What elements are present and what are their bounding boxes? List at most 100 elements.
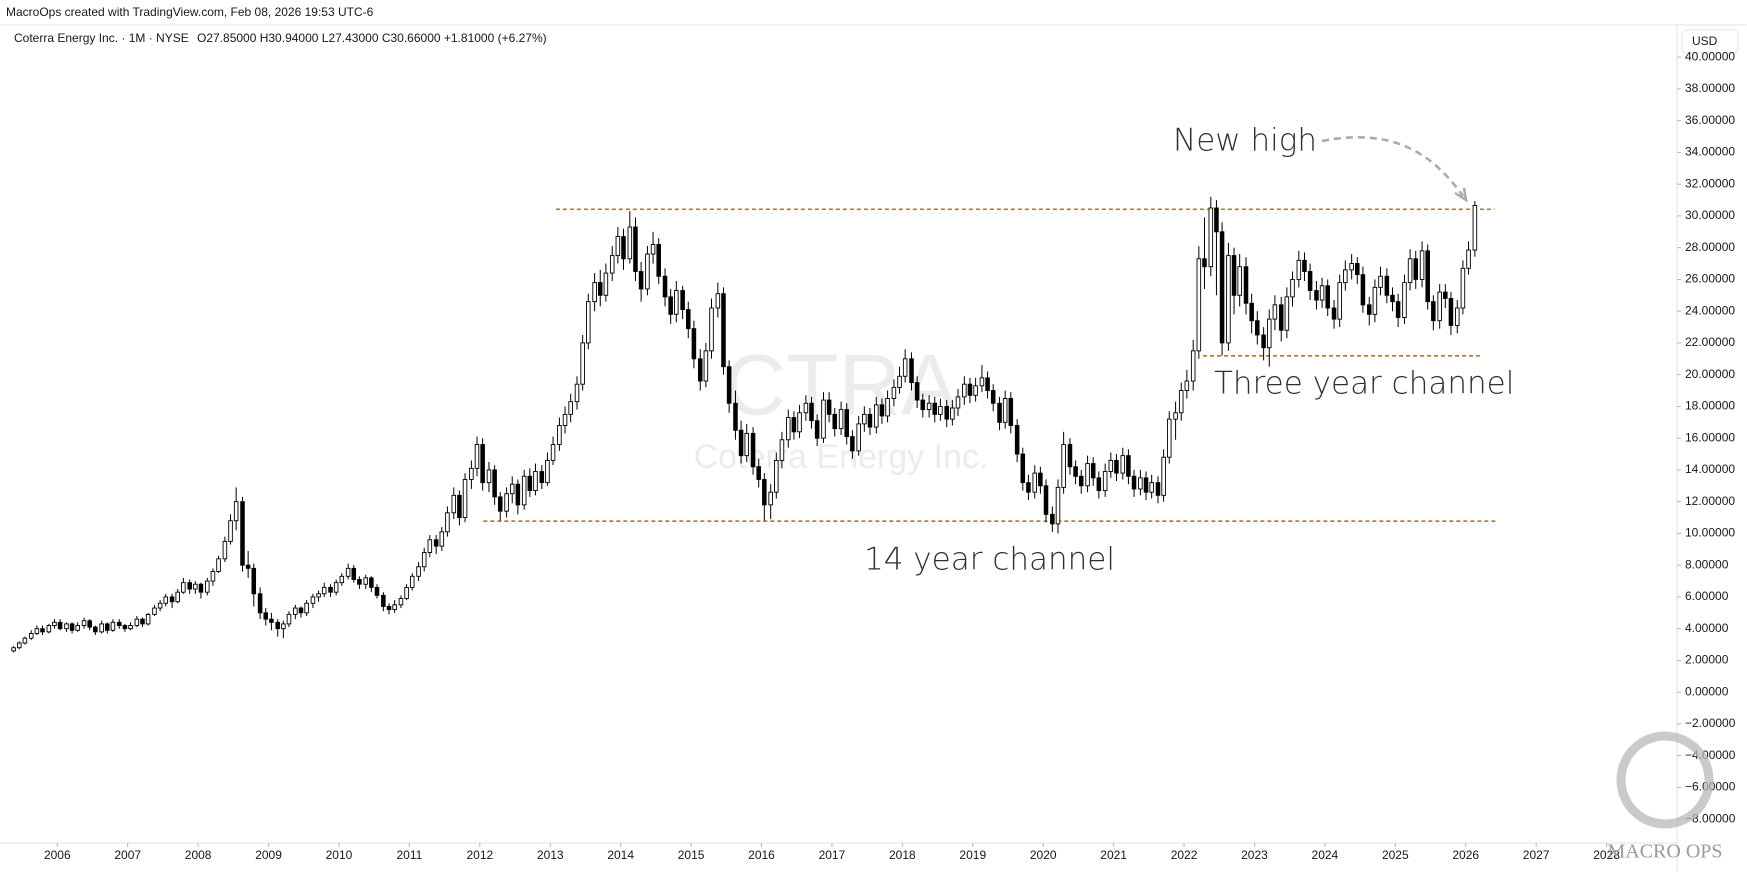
candle-body	[1178, 390, 1184, 414]
x-tick-label: 2008	[185, 848, 212, 862]
candle-body	[1073, 466, 1078, 477]
candle-body	[1390, 294, 1395, 303]
x-tick-label: 2017	[819, 848, 846, 862]
candle-body	[128, 625, 133, 630]
candle-body	[386, 606, 392, 611]
candle-body	[233, 501, 239, 522]
y-tick-label: 10.00000	[1685, 526, 1735, 540]
candle-body	[1149, 482, 1154, 493]
candle-body	[134, 618, 140, 626]
candle-body	[1319, 285, 1325, 301]
candle-body	[11, 647, 16, 652]
candle-body	[867, 413, 873, 428]
candle-body	[1355, 263, 1360, 276]
x-tick-label: 2019	[959, 848, 986, 862]
candle-body	[779, 439, 785, 461]
candle-body	[263, 612, 269, 620]
candle-body	[527, 475, 533, 492]
x-tick-label: 2028	[1593, 848, 1620, 862]
candle-body	[1372, 286, 1378, 315]
annotation: Three year channel	[1214, 366, 1514, 402]
candle-body	[369, 577, 374, 588]
x-tick-label: 2018	[889, 848, 916, 862]
candle-body	[656, 244, 661, 277]
candle-body	[1255, 320, 1260, 336]
candle-body	[416, 566, 421, 577]
annotation: 14 year channel	[864, 542, 1115, 578]
candle-body	[1384, 275, 1390, 296]
candle-body	[1284, 296, 1290, 331]
y-tick-label: 14.00000	[1685, 462, 1735, 476]
candle-body	[932, 402, 938, 415]
candle-body	[1290, 278, 1295, 298]
candle-body	[16, 642, 22, 649]
candle-body	[709, 307, 714, 352]
y-tick-label: 22.00000	[1685, 335, 1735, 349]
y-tick-label: 30.00000	[1685, 208, 1735, 222]
candle-body	[562, 413, 568, 426]
candle-body	[809, 402, 814, 422]
candle-body	[821, 399, 826, 439]
candle-body	[40, 628, 45, 633]
candle-body	[333, 582, 339, 593]
candle-body	[1360, 274, 1366, 306]
y-tick-label: 8.00000	[1685, 557, 1729, 571]
candle-body	[545, 459, 550, 484]
candle-body	[1014, 425, 1020, 455]
candle-body	[269, 618, 274, 623]
candle-body	[281, 623, 286, 630]
candle-body	[967, 383, 973, 396]
candle-body	[862, 413, 867, 425]
currency-label[interactable]: USD	[1692, 34, 1718, 48]
candle-body	[251, 567, 257, 595]
y-tick-label: 28.00000	[1685, 240, 1735, 254]
candle-body	[838, 409, 844, 430]
logo: MACRO OPS	[1607, 731, 1723, 863]
candle-body	[1131, 475, 1137, 490]
candle-body	[1395, 301, 1401, 318]
candle-body	[1266, 318, 1272, 349]
candle-body	[105, 623, 110, 631]
annotation: New high	[1173, 123, 1317, 159]
candle-body	[469, 467, 474, 480]
candle-body	[339, 575, 345, 584]
x-tick-label: 2021	[1100, 848, 1127, 862]
legend-values: O27.85000 H30.94000 L27.43000 C30.66000 …	[197, 31, 547, 45]
candle-body	[1208, 207, 1214, 268]
candle-body	[1249, 302, 1254, 322]
candle-body	[1090, 463, 1096, 479]
candle-body	[34, 628, 40, 634]
candle-body	[1425, 250, 1430, 303]
legend-name: Coterra Energy Inc. · 1M · NYSE	[14, 31, 189, 45]
candle-body	[1155, 482, 1161, 496]
y-tick-label: 32.00000	[1685, 176, 1735, 190]
candle-body	[797, 412, 802, 433]
candle-body	[210, 571, 216, 582]
candle-body	[985, 377, 990, 391]
candle-body	[950, 407, 955, 420]
candle-body	[662, 275, 668, 298]
candle-body	[1278, 304, 1284, 331]
candle-body	[181, 582, 186, 593]
candle-body	[592, 282, 597, 303]
candle-body	[140, 618, 145, 625]
header-text: MacroOps created with TradingView.com, F…	[6, 5, 374, 19]
x-tick-label: 2026	[1452, 848, 1479, 862]
candle-body	[1138, 477, 1143, 490]
candle-body	[938, 405, 943, 415]
y-tick-label: 38.00000	[1685, 81, 1735, 95]
candle-body	[786, 417, 791, 441]
candle-body	[257, 593, 263, 614]
candle-body	[1055, 486, 1061, 525]
candle-body	[979, 377, 985, 387]
candle-body	[187, 582, 192, 590]
candle-body	[427, 539, 433, 553]
candle-body	[856, 423, 861, 452]
watermark-name: Coterra Energy Inc.	[694, 438, 989, 476]
x-tick-label: 2012	[466, 848, 493, 862]
x-tick-label: 2022	[1171, 848, 1198, 862]
candle-body	[733, 402, 738, 431]
candle-body	[962, 383, 967, 398]
candle-body	[1026, 482, 1031, 493]
currency-box[interactable]	[1681, 29, 1739, 54]
